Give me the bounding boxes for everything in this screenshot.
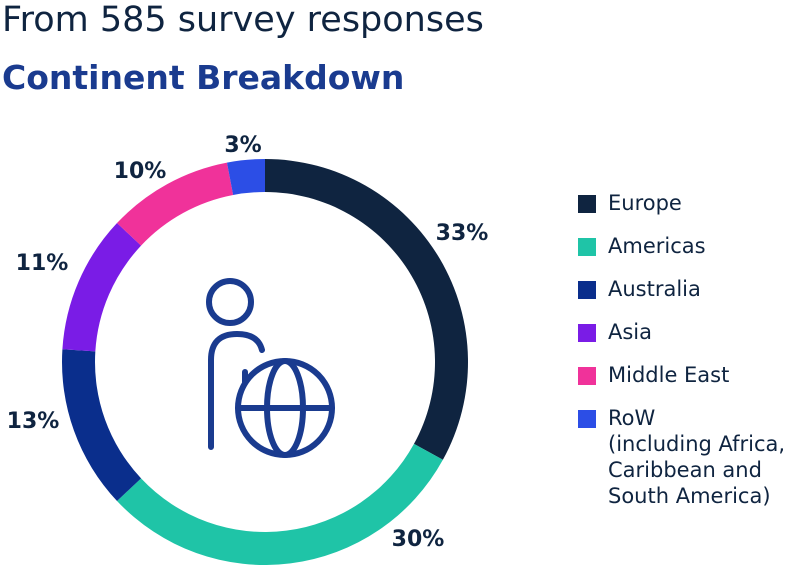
legend-item: Australia bbox=[578, 276, 788, 302]
legend-label: Europe bbox=[608, 191, 682, 215]
legend-swatch bbox=[578, 410, 596, 428]
legend-item: Americas bbox=[578, 233, 788, 259]
legend-label: Americas bbox=[608, 234, 706, 258]
donut-segment-australia bbox=[61, 349, 142, 501]
data-label: 3% bbox=[224, 133, 261, 158]
legend-item: Europe bbox=[578, 190, 788, 216]
legend-label: Australia bbox=[608, 277, 701, 301]
data-label: 13% bbox=[7, 409, 60, 434]
legend-swatch bbox=[578, 324, 596, 342]
legend-item: Middle East bbox=[578, 362, 788, 388]
legend-label: RoW (including Africa, Caribbean and South … bbox=[608, 406, 786, 508]
legend-item: RoW (including Africa, Caribbean and South … bbox=[578, 405, 788, 509]
legend-swatch bbox=[578, 367, 596, 385]
chart-subtitle: From 585 survey responses bbox=[2, 0, 484, 40]
donut-segment-europe bbox=[265, 159, 468, 460]
data-label: 10% bbox=[114, 159, 167, 184]
legend-swatch bbox=[578, 238, 596, 256]
legend-swatch bbox=[578, 195, 596, 213]
donut-segment-middle bbox=[117, 162, 234, 246]
donut-labels: 33% 30% 13% 11% 10% 3% bbox=[7, 133, 489, 552]
donut-segment-asia bbox=[62, 223, 142, 352]
legend-item: Asia bbox=[578, 319, 788, 345]
legend-label: Asia bbox=[608, 320, 653, 344]
data-label: 11% bbox=[16, 251, 69, 276]
donut-segment-americas bbox=[117, 443, 443, 565]
chart-title: Continent Breakdown bbox=[2, 58, 405, 97]
legend: Europe Americas Australia Asia Middle East Ro… bbox=[578, 190, 788, 526]
data-label: 30% bbox=[392, 527, 445, 552]
data-label: 33% bbox=[436, 221, 489, 246]
donut-segment-row bbox=[226, 159, 265, 196]
legend-swatch bbox=[578, 281, 596, 299]
legend-label: Middle East bbox=[608, 363, 730, 387]
donut-segments bbox=[61, 159, 468, 565]
person-globe-icon bbox=[206, 278, 335, 458]
